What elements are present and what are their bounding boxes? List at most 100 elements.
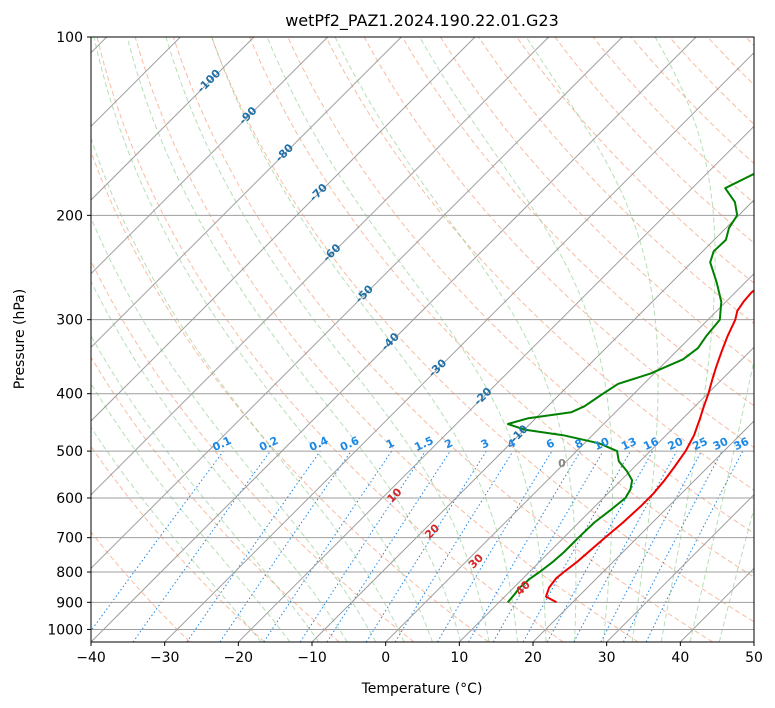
dry-adiabat [771, 24, 775, 642]
moist-adiabat [266, 37, 547, 642]
mixing-ratio-line [573, 450, 678, 642]
mixing-ratio-label: 30 [711, 435, 731, 453]
moist-adiabat [334, 37, 577, 642]
mixing-ratio-line [522, 450, 631, 642]
mixing-ratio-line [219, 450, 352, 642]
mixing-ratio-line [91, 450, 224, 632]
dry-adiabat [249, 37, 754, 578]
moist-adiabat [91, 136, 405, 642]
y-axis-label: Pressure (hPa) [12, 289, 28, 389]
x-axis-label: Temperature (°C) [361, 681, 483, 697]
isotherm-label: -100 [195, 67, 224, 96]
x-tick-label: −30 [150, 650, 180, 666]
zero-label: 0 [558, 457, 566, 470]
dry-adiabat [668, 37, 754, 125]
dry-adiabat [592, 37, 754, 204]
x-tick-label: 30 [598, 650, 616, 666]
y-tick-label: 200 [56, 208, 83, 224]
isotherm-line [458, 346, 754, 642]
isotherm-label: -50 [353, 282, 376, 305]
mixing-ratio-line [299, 450, 426, 642]
y-tick-label: 700 [56, 531, 83, 547]
dry-adiabat [439, 37, 754, 366]
dry-adiabat [477, 37, 754, 325]
isotherm-label: -40 [379, 330, 402, 353]
chart-title: wetPf2_PAZ1.2024.190.22.01.G23 [285, 11, 559, 31]
isotherm-line [164, 51, 754, 642]
dry-adiabat [363, 37, 754, 449]
isotherm-line [91, 37, 329, 275]
dry-adiabat [91, 259, 415, 642]
moist-adiabat [689, 358, 754, 642]
dry-adiabat [91, 150, 489, 642]
isotherm-line [91, 37, 623, 570]
mixing-ratio-label: 2 [443, 436, 455, 451]
y-tick-label: 1000 [47, 622, 83, 638]
x-tick-label: 20 [524, 650, 542, 666]
background-lines [91, 24, 775, 642]
isotherm-line [91, 37, 697, 642]
mixing-ratio-label: 3 [479, 436, 491, 451]
moist-adiabat [91, 426, 262, 642]
mixing-ratio-label: 10 [592, 435, 612, 453]
isotherm-label: -30 [426, 356, 449, 379]
dry-adiabat [211, 37, 754, 623]
plot-frame [90, 36, 755, 643]
isotherm-line [753, 641, 754, 642]
x-tick-label: 50 [745, 650, 763, 666]
x-axis: −40 −30 −20 −10 0 10 20 30 40 50 [76, 642, 763, 666]
y-tick-label: 800 [56, 565, 83, 581]
dry-adiabat [91, 445, 265, 642]
moist-adiabat [165, 37, 490, 642]
isotherm-label: -80 [273, 141, 296, 164]
mixing-ratio-label: 36 [732, 435, 752, 453]
x-tick-label: 10 [450, 650, 468, 666]
dry-adiabat [91, 356, 340, 642]
isotherm-line [606, 493, 754, 642]
isotherm-line [91, 37, 402, 349]
mixing-ratio-line [436, 450, 553, 642]
mixing-ratio-line [263, 450, 393, 642]
isotherm-label: -70 [307, 181, 330, 204]
mixing-ratio-line [326, 450, 451, 642]
dry-adiabat [91, 531, 191, 642]
mixing-ratio-line [600, 450, 702, 642]
y-tick-label: 900 [56, 595, 83, 611]
mixing-ratio-label: 20 [666, 435, 686, 453]
x-tick-label: −20 [224, 650, 254, 666]
red-temp-label: 40 [513, 578, 533, 598]
dewpoint-profile [506, 172, 754, 603]
mixing-ratio-line [546, 450, 654, 642]
mixing-ratio-label: 25 [690, 435, 709, 453]
dry-adiabat [554, 37, 754, 244]
moist-adiabat [211, 37, 518, 642]
mixing-ratio-line [645, 450, 744, 642]
x-tick-label: 40 [671, 650, 689, 666]
isotherm-line [679, 567, 754, 642]
sounding-profiles [506, 172, 754, 604]
red-temp-label: 20 [422, 521, 442, 541]
line-labels: 0.1 0.2 0.4 0.6 1 1.5 2 3 4 6 8 10 13 16 20 25 30 36-100-… [195, 67, 752, 599]
mixing-ratio-line [186, 450, 321, 642]
moist-adiabat [126, 37, 462, 642]
isotherm-line [91, 37, 550, 496]
y-tick-label: 300 [56, 313, 83, 329]
x-tick-label: −10 [297, 650, 327, 666]
x-tick-label: −40 [76, 650, 106, 666]
isotherm-line [237, 125, 754, 642]
dry-adiabat [706, 37, 754, 86]
y-tick-label: 100 [56, 30, 83, 46]
mixing-ratio-label: 6 [544, 436, 557, 451]
moist-adiabat [525, 37, 659, 642]
temperature-profile [545, 289, 754, 604]
moist-adiabat [654, 37, 716, 642]
moist-adiabat [91, 216, 377, 642]
isotherm-line [311, 199, 754, 642]
dry-adiabat [287, 37, 754, 534]
mixing-ratio-line [622, 450, 723, 642]
isotherm-line [385, 272, 754, 642]
isotherm-line [91, 37, 255, 201]
mixing-ratio-label: 1 [384, 436, 396, 451]
isotherm-line [532, 420, 754, 642]
